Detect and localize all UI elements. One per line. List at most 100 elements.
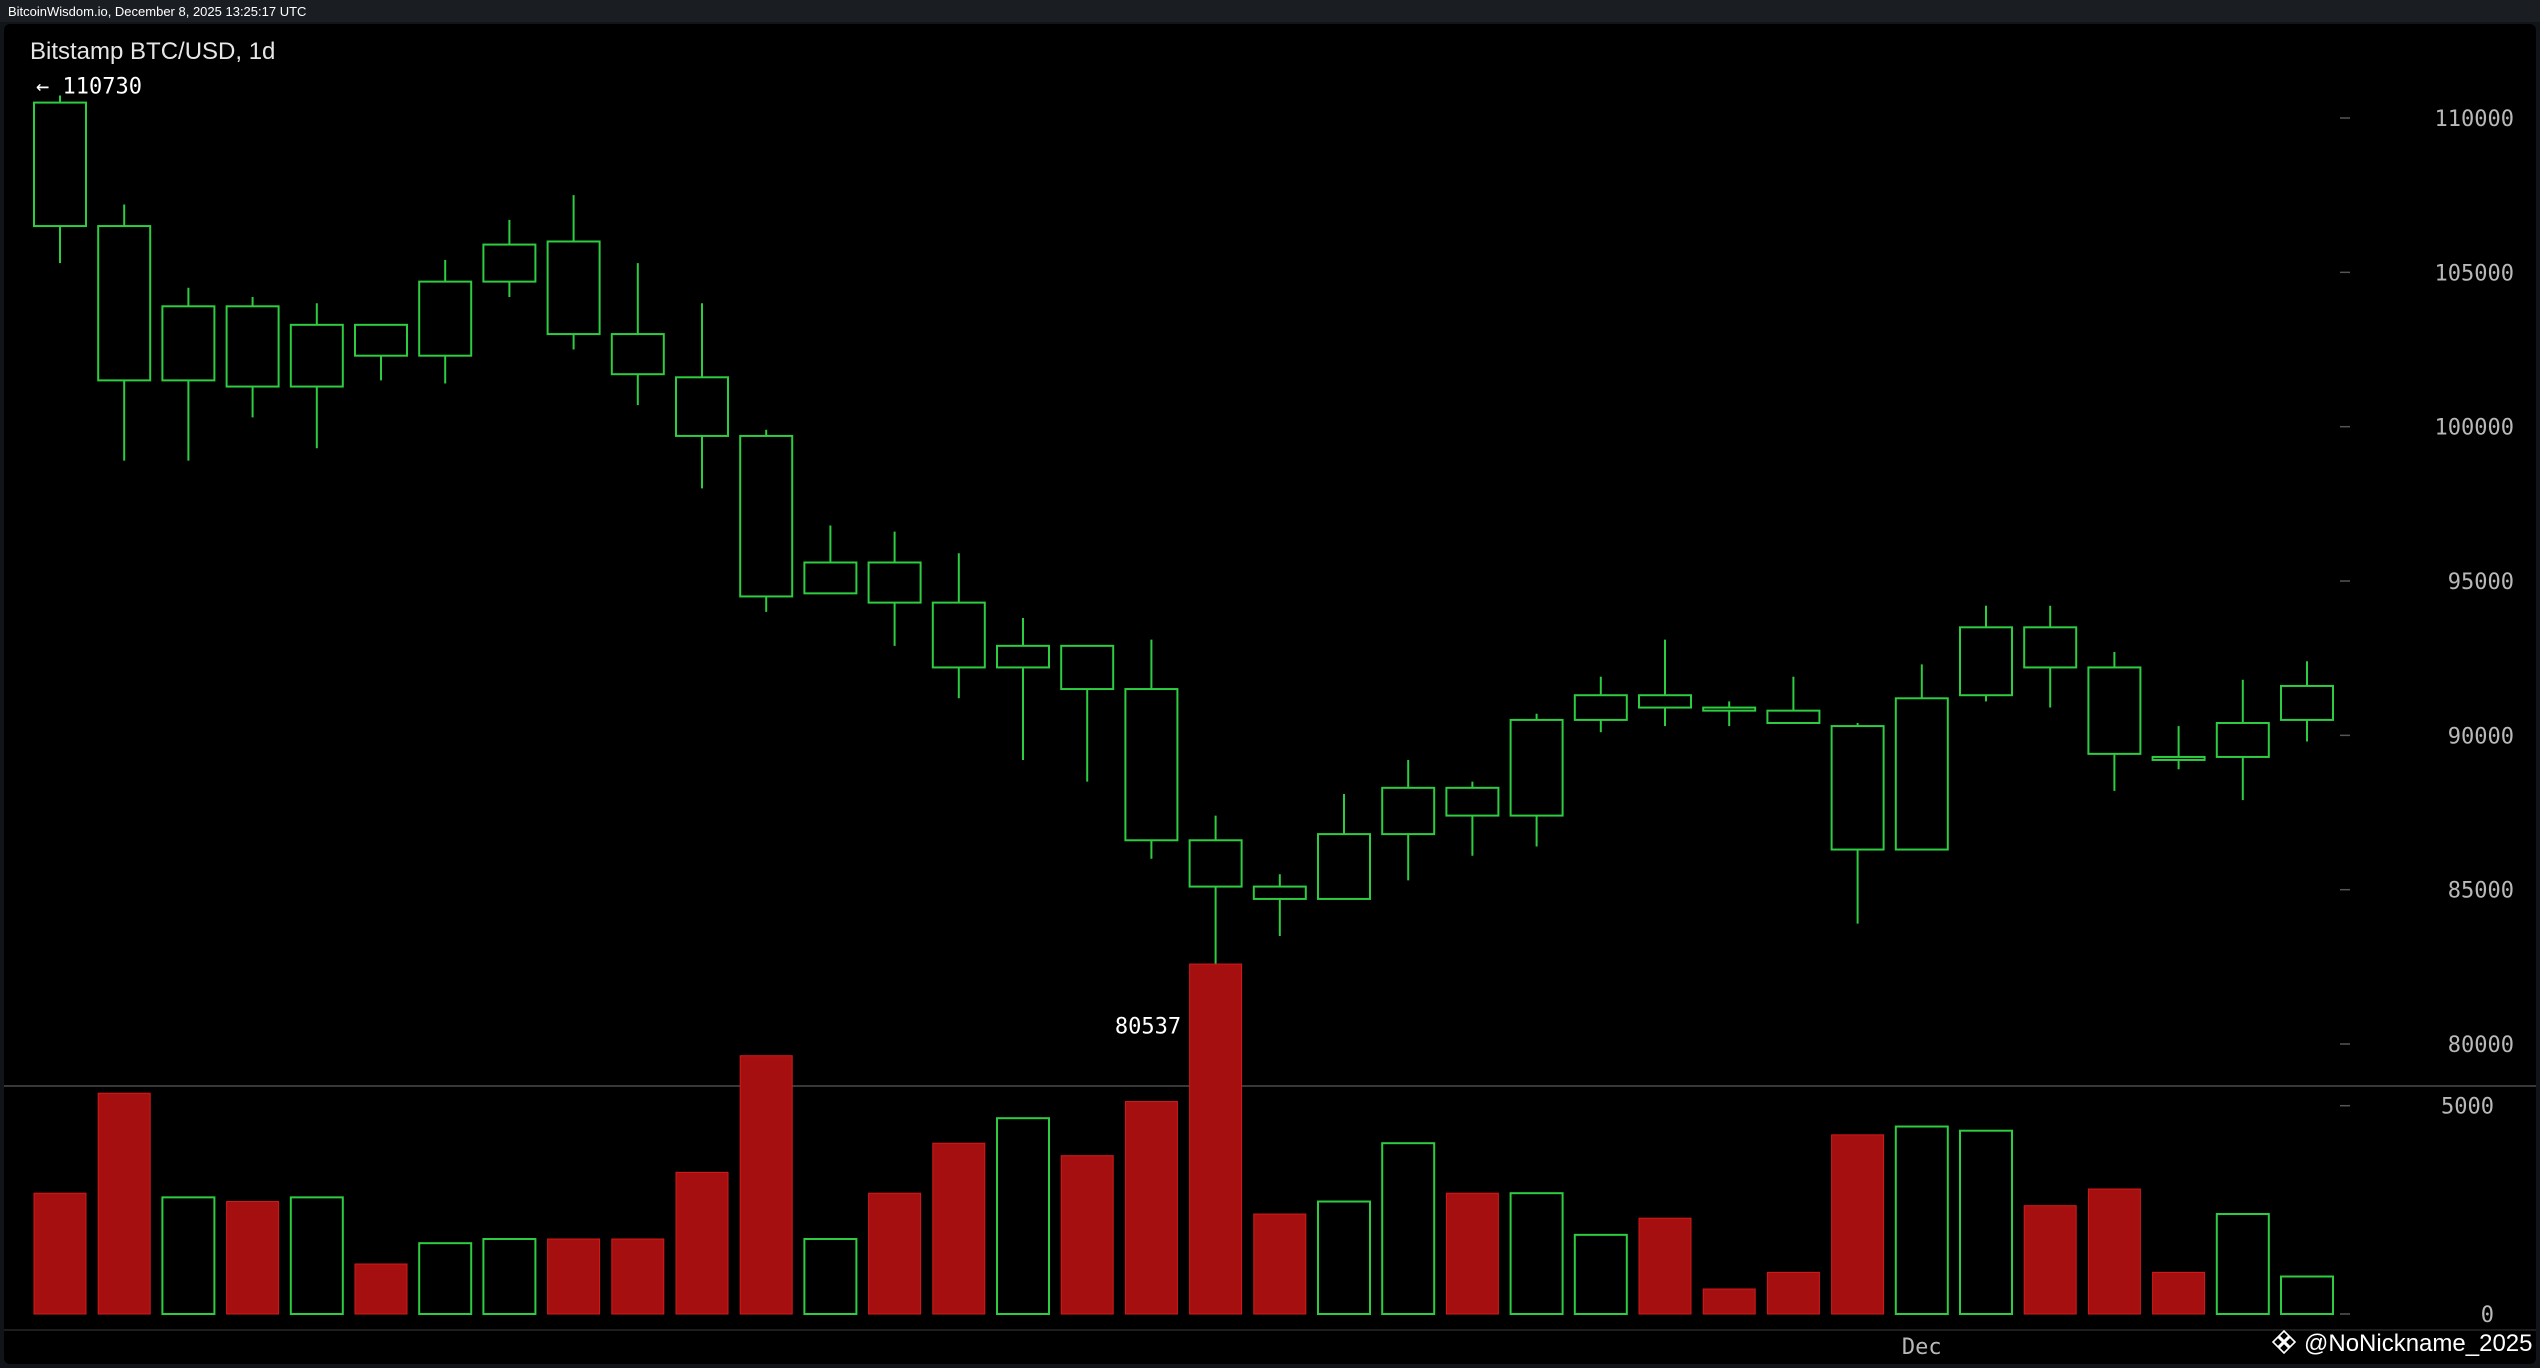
candle-body-up xyxy=(354,323,408,357)
volume-bar-down xyxy=(675,1171,729,1315)
candle-body-up xyxy=(2280,684,2334,721)
volume-bar-down xyxy=(1189,963,1243,1315)
volume-bar-down xyxy=(226,1201,280,1315)
candle xyxy=(1381,760,1436,881)
candle xyxy=(2280,661,2334,742)
volume-bar-up xyxy=(1317,1200,1371,1315)
watermark-text: @NoNickname_2025 xyxy=(2304,1330,2532,1357)
volume-bars xyxy=(33,963,2334,1316)
candle xyxy=(1188,815,1243,1028)
candle xyxy=(1959,605,2013,702)
candle-body-up xyxy=(1381,786,1436,836)
volume-bar-down xyxy=(33,1192,87,1315)
candle xyxy=(1830,722,1885,924)
volume-bar-down xyxy=(97,1092,151,1315)
candle xyxy=(33,95,87,264)
watermark: @NoNickname_2025 xyxy=(2271,1329,2532,1357)
candle xyxy=(1766,676,1821,724)
candle xyxy=(1638,639,1692,727)
volume-bar-up xyxy=(2280,1275,2334,1315)
volume-bar-up xyxy=(418,1242,473,1315)
price-axis: 80000 85000 90000 95000 100000 105000 110000 xyxy=(2340,107,2514,1058)
volume-bar-up xyxy=(803,1238,858,1315)
volume-bar-up xyxy=(2215,1213,2270,1315)
candle xyxy=(867,531,922,646)
y-tick-label: 110000 xyxy=(2435,107,2514,132)
vol-tick-label: 5000 xyxy=(2441,1095,2494,1120)
candle-body-up xyxy=(482,243,537,283)
chart-panel[interactable]: Bitstamp BTC/USD, 1d 80000 85000 90000 9500… xyxy=(4,24,2536,1364)
candle-body-up xyxy=(2215,721,2270,758)
y-tick-label: 80000 xyxy=(2448,1033,2514,1058)
volume-bar-down xyxy=(1060,1155,1114,1315)
candle-body-up xyxy=(1766,709,1821,724)
candle xyxy=(1509,713,1564,847)
candle-body-up xyxy=(1573,694,1628,721)
volume-bar-down xyxy=(611,1238,665,1315)
volume-bar-down xyxy=(547,1238,601,1315)
volume-bar-down xyxy=(1831,1134,1885,1315)
candle-body-up xyxy=(1830,725,1885,851)
candle xyxy=(803,525,858,595)
candle xyxy=(1252,874,1307,936)
candle-body-up xyxy=(739,434,794,598)
candle-body-up xyxy=(1188,839,1243,888)
candle-body-up xyxy=(1252,885,1307,900)
candle xyxy=(2087,652,2142,791)
candle xyxy=(289,303,344,449)
candle-body-up xyxy=(225,305,280,388)
y-tick-label: 90000 xyxy=(2448,724,2514,749)
volume-bar-down xyxy=(1124,1101,1178,1315)
candle xyxy=(610,263,665,406)
candle xyxy=(2215,679,2270,801)
candle xyxy=(1573,676,1628,733)
volume-bar-up xyxy=(1894,1125,1949,1316)
volume-bar-down xyxy=(868,1192,922,1315)
candle xyxy=(418,260,473,384)
candle-body-up xyxy=(1638,694,1692,709)
candle xyxy=(546,195,601,350)
volume-bar-down xyxy=(1445,1192,1499,1315)
volume-bar-down xyxy=(1702,1288,1756,1315)
candle xyxy=(739,429,794,612)
candle xyxy=(161,287,216,461)
candle xyxy=(2151,726,2206,770)
candle xyxy=(675,303,729,489)
candle-body-up xyxy=(1124,688,1179,842)
pair-title: Bitstamp BTC/USD, 1d xyxy=(30,38,275,65)
candle-body-up xyxy=(2151,755,2206,761)
candle xyxy=(97,204,152,461)
high-annotation: ← 110730 xyxy=(36,74,142,99)
volume-bar-up xyxy=(482,1238,537,1315)
y-tick-label: 105000 xyxy=(2435,261,2514,286)
candlestick-chart[interactable]: Bitstamp BTC/USD, 1d 80000 85000 90000 9500… xyxy=(4,24,2536,1364)
vol-tick-label: 0 xyxy=(2481,1303,2494,1328)
candles xyxy=(33,95,2334,1028)
candle-body-up xyxy=(289,323,344,388)
volume-bar-up xyxy=(1381,1142,1436,1315)
candle-body-up xyxy=(97,225,152,382)
candle-body-up xyxy=(418,280,473,357)
candle xyxy=(225,297,280,418)
volume-bar-down xyxy=(932,1142,986,1315)
candle xyxy=(1445,781,1500,856)
y-tick-label: 95000 xyxy=(2448,570,2514,595)
candle-body-up xyxy=(1509,718,1564,817)
volume-bar-down xyxy=(2087,1188,2141,1315)
y-tick-label: 85000 xyxy=(2448,879,2514,904)
candle-body-up xyxy=(1445,786,1500,817)
candle xyxy=(931,553,986,699)
source-line: BitcoinWisdom.io, December 8, 2025 13:25… xyxy=(8,4,307,19)
candle-body-up xyxy=(931,601,986,669)
candle-body-up xyxy=(803,561,858,595)
volume-bar-down xyxy=(354,1263,408,1315)
diamond-logo-icon xyxy=(2271,1329,2297,1355)
candle xyxy=(1060,644,1115,782)
volume-bar-up xyxy=(1509,1192,1564,1316)
candle-body-up xyxy=(996,644,1050,669)
candle-body-up xyxy=(1702,706,1757,712)
volume-bar-down xyxy=(2023,1205,2077,1315)
candle-body-up xyxy=(2087,666,2142,755)
candle-body-up xyxy=(867,561,922,604)
candle xyxy=(482,219,537,298)
